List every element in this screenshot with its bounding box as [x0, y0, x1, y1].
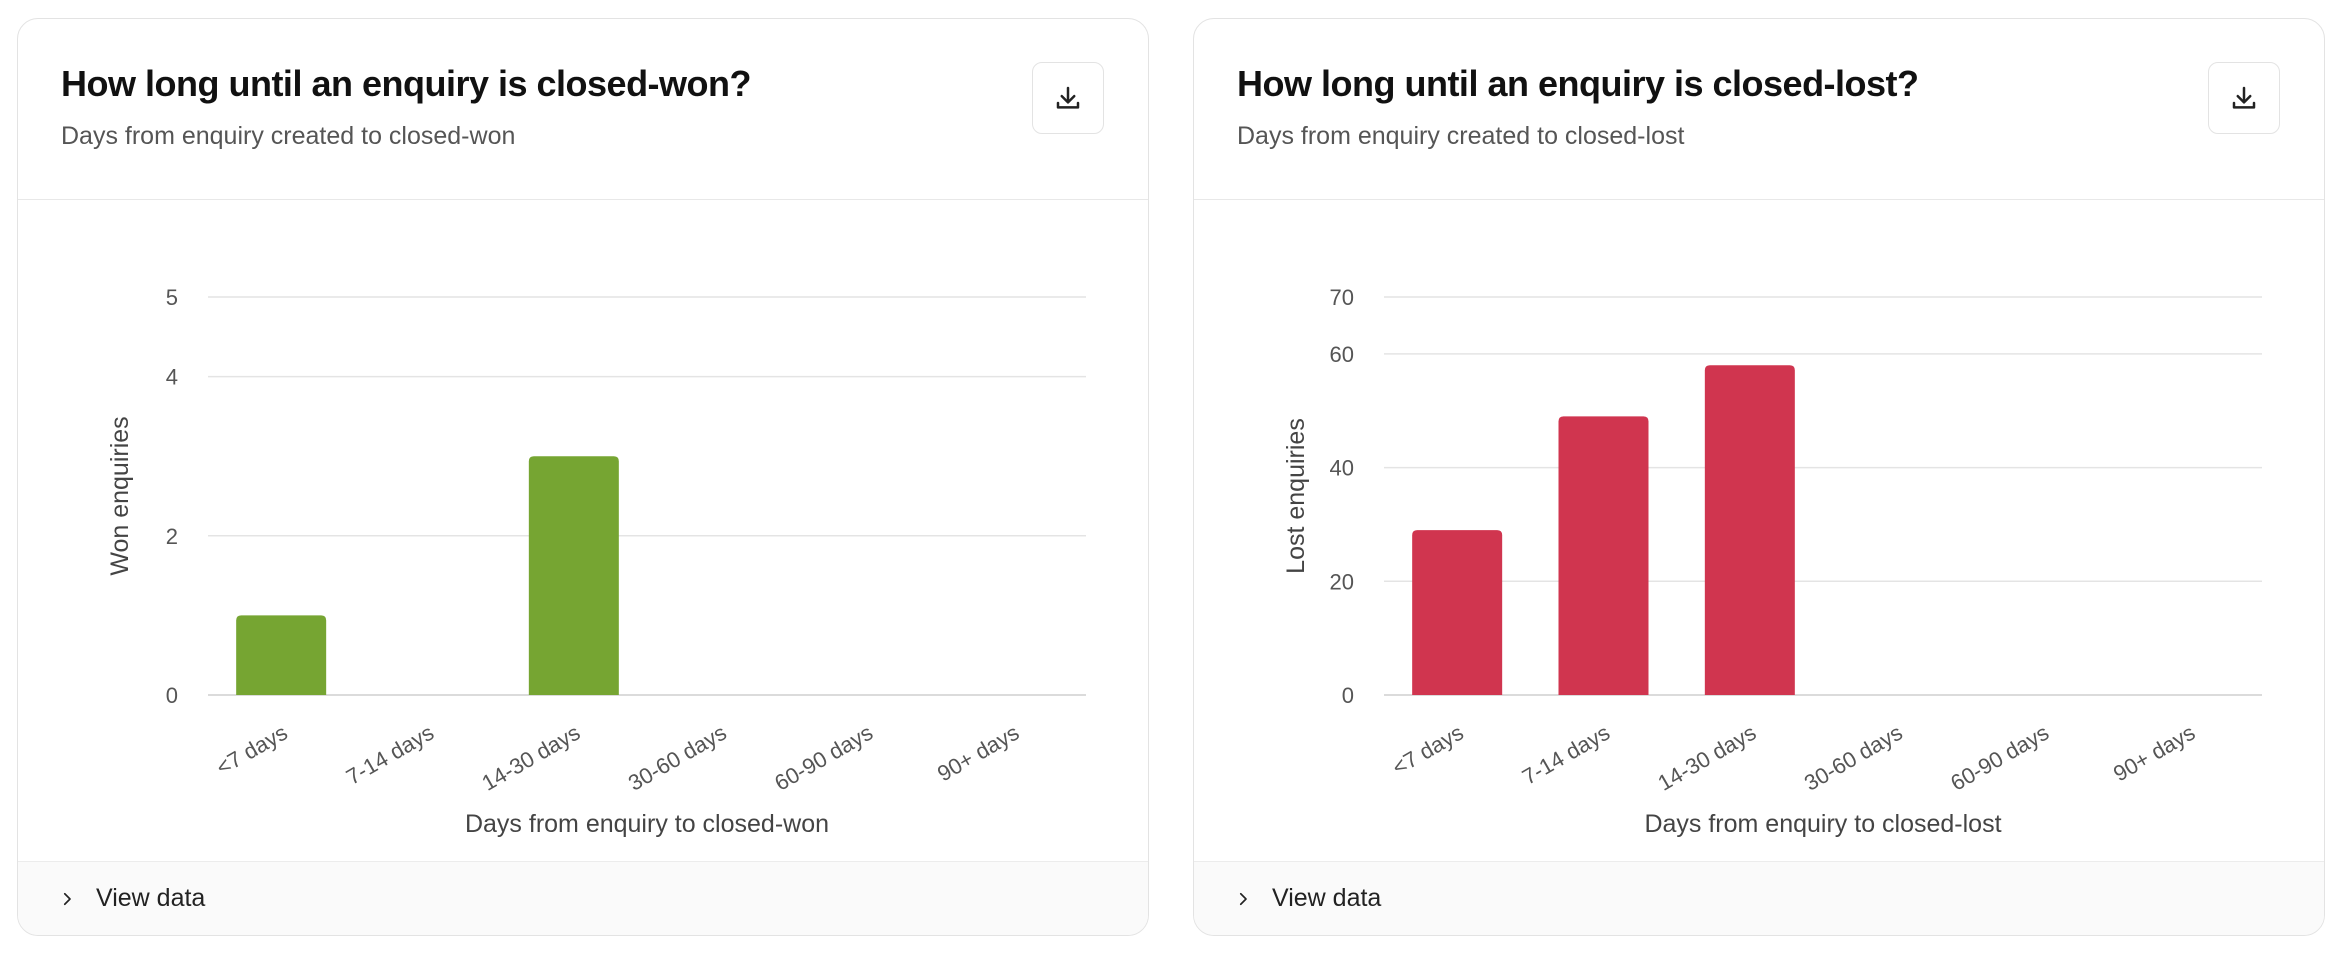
chart-subtitle: Days from enquiry created to closed-won — [61, 122, 516, 150]
x-tick-label: <7 days — [1388, 720, 1468, 780]
view-data-label: View data — [96, 884, 206, 912]
x-tick-label: 90+ days — [933, 720, 1023, 787]
y-tick-label: 0 — [1342, 683, 1354, 708]
y-tick-label: 40 — [1330, 456, 1354, 481]
download-button[interactable] — [2208, 62, 2280, 134]
y-axis-title: Lost enquiries — [1282, 418, 1310, 574]
bar — [1412, 530, 1503, 695]
bar — [236, 615, 327, 695]
x-tick-label: 30-60 days — [1800, 720, 1907, 796]
bar — [528, 456, 619, 695]
chart-subtitle: Days from enquiry created to closed-lost — [1237, 122, 1685, 150]
x-tick-label: 14-30 days — [478, 720, 585, 796]
y-tick-label: 2 — [166, 524, 178, 549]
download-button[interactable] — [1032, 62, 1104, 134]
card-header: How long until an enquiry is closed-won?… — [18, 19, 1148, 200]
y-axis-title: Won enquiries — [106, 416, 134, 575]
card-footer: View data — [1194, 861, 2324, 935]
y-tick-label: 0 — [166, 683, 178, 708]
view-data-toggle[interactable]: View data — [58, 862, 205, 935]
x-tick-label: 7-14 days — [1518, 720, 1614, 790]
y-tick-label: 20 — [1330, 569, 1354, 594]
card-footer: View data — [18, 861, 1148, 935]
x-tick-label: 90+ days — [2109, 720, 2199, 787]
x-tick-label: 7-14 days — [342, 720, 438, 790]
x-tick-label: <7 days — [212, 720, 292, 780]
x-tick-label: 60-90 days — [770, 720, 877, 796]
view-data-toggle[interactable]: View data — [1234, 862, 1381, 935]
card-header: How long until an enquiry is closed-lost… — [1194, 19, 2324, 200]
bar — [1704, 365, 1795, 695]
view-data-label: View data — [1272, 884, 1382, 912]
x-tick-label: 14-30 days — [1654, 720, 1761, 796]
download-icon — [1056, 86, 1080, 109]
chevron-right-icon — [1239, 892, 1247, 905]
x-tick-label: 60-90 days — [1946, 720, 2053, 796]
x-tick-label: 30-60 days — [624, 720, 731, 796]
download-icon — [2232, 86, 2256, 109]
y-tick-label: 5 — [166, 285, 178, 310]
bar-chart-closed-won: 0 2 4 5 <7 days 7-14 days 14-30 days 30-60 days… — [106, 285, 1086, 838]
x-axis-title: Days from enquiry to closed-lost — [1644, 810, 2001, 838]
x-axis-title: Days from enquiry to closed-won — [465, 810, 829, 838]
chart-title: How long until an enquiry is closed-lost… — [1237, 63, 1919, 104]
y-tick-label: 4 — [166, 365, 178, 390]
bar-chart-closed-lost: 0 20 40 60 70 <7 days 7-14 days 14-30 days 30-60… — [1282, 285, 2262, 838]
chevron-right-icon — [63, 892, 71, 905]
y-tick-label: 60 — [1330, 342, 1354, 367]
chart-card-closed-lost: How long until an enquiry is closed-lost… — [1193, 18, 2325, 936]
chart-card-closed-won: How long until an enquiry is closed-won?… — [17, 18, 1149, 936]
bar — [1558, 416, 1649, 695]
y-tick-label: 70 — [1330, 285, 1354, 310]
chart-title: How long until an enquiry is closed-won? — [61, 63, 752, 104]
